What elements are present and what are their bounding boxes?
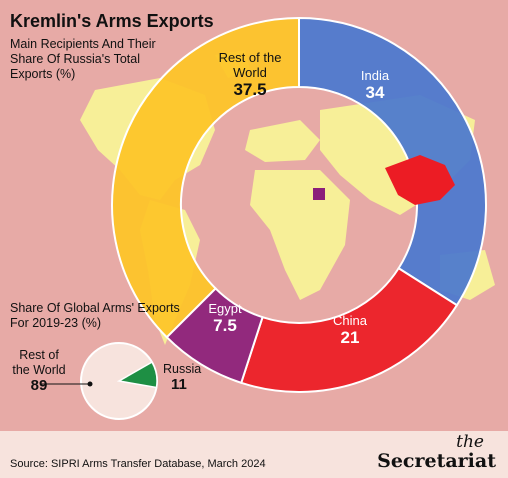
china-value: 21 — [340, 328, 360, 347]
pie-label-rest: Rest of the World 89 — [10, 348, 68, 393]
chart-title: Kremlin's Arms Exports — [10, 11, 214, 31]
pie-rest-value: 89 — [30, 377, 48, 394]
pie-chart — [80, 342, 158, 420]
pie-russia-text: Russia — [163, 362, 202, 376]
label-china: China 21 — [320, 313, 380, 348]
egypt-label-text: Egypt — [208, 301, 242, 316]
label-rest-of-world: Rest of the World 37.5 — [205, 50, 295, 100]
land-africa — [250, 170, 350, 300]
footer — [0, 431, 508, 478]
pie-subtitle: Share Of Global Arms' Exports For 2019-2… — [10, 301, 180, 330]
pie-rest-dot — [87, 381, 93, 387]
pie-russia-value: 11 — [171, 376, 187, 393]
donut-slice-rest-of-the-world — [111, 16, 300, 339]
rest-label-text: Rest of the World — [218, 50, 282, 80]
label-india: India 34 — [345, 68, 405, 103]
egypt-map-highlight — [313, 188, 325, 200]
rest-value: 37.5 — [233, 80, 267, 99]
pie-rest-text: Rest of the World — [12, 348, 66, 377]
india-label-text: India — [360, 68, 390, 83]
label-egypt: Egypt 7.5 — [197, 301, 253, 336]
chart-subtitle: Main Recipients And Their Share Of Russi… — [10, 37, 156, 81]
land-europe — [245, 120, 320, 162]
source-note: Source: SIPRI Arms Transfer Database, Ma… — [10, 458, 266, 470]
background-map — [0, 0, 508, 432]
pie-label-russia: Russia 11 — [163, 362, 213, 392]
egypt-value: 7.5 — [213, 316, 237, 335]
pie-slice-russia — [116, 361, 158, 389]
donut-chart — [111, 16, 487, 393]
logo-secretariat: Secretariat — [377, 450, 496, 472]
logo-the: the — [456, 432, 484, 452]
donut-slice-india — [298, 16, 487, 307]
china-map-highlight — [385, 155, 455, 205]
india-value: 34 — [365, 83, 385, 102]
china-label-text: China — [333, 313, 367, 328]
